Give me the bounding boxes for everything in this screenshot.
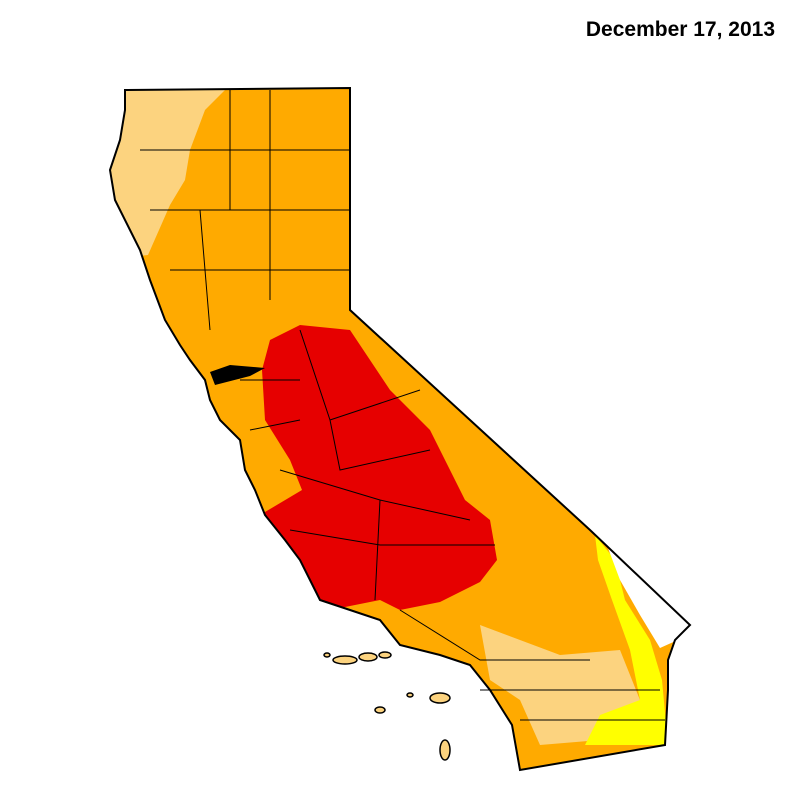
zone-d1-north: [110, 88, 235, 260]
bay: [210, 365, 265, 385]
islands: [323, 651, 451, 761]
map-title: December 17, 2013: [586, 18, 775, 41]
state-outline: [108, 86, 692, 772]
zone-d0: [585, 535, 668, 745]
zone-d3: [260, 325, 497, 612]
county-lines: [140, 90, 665, 721]
